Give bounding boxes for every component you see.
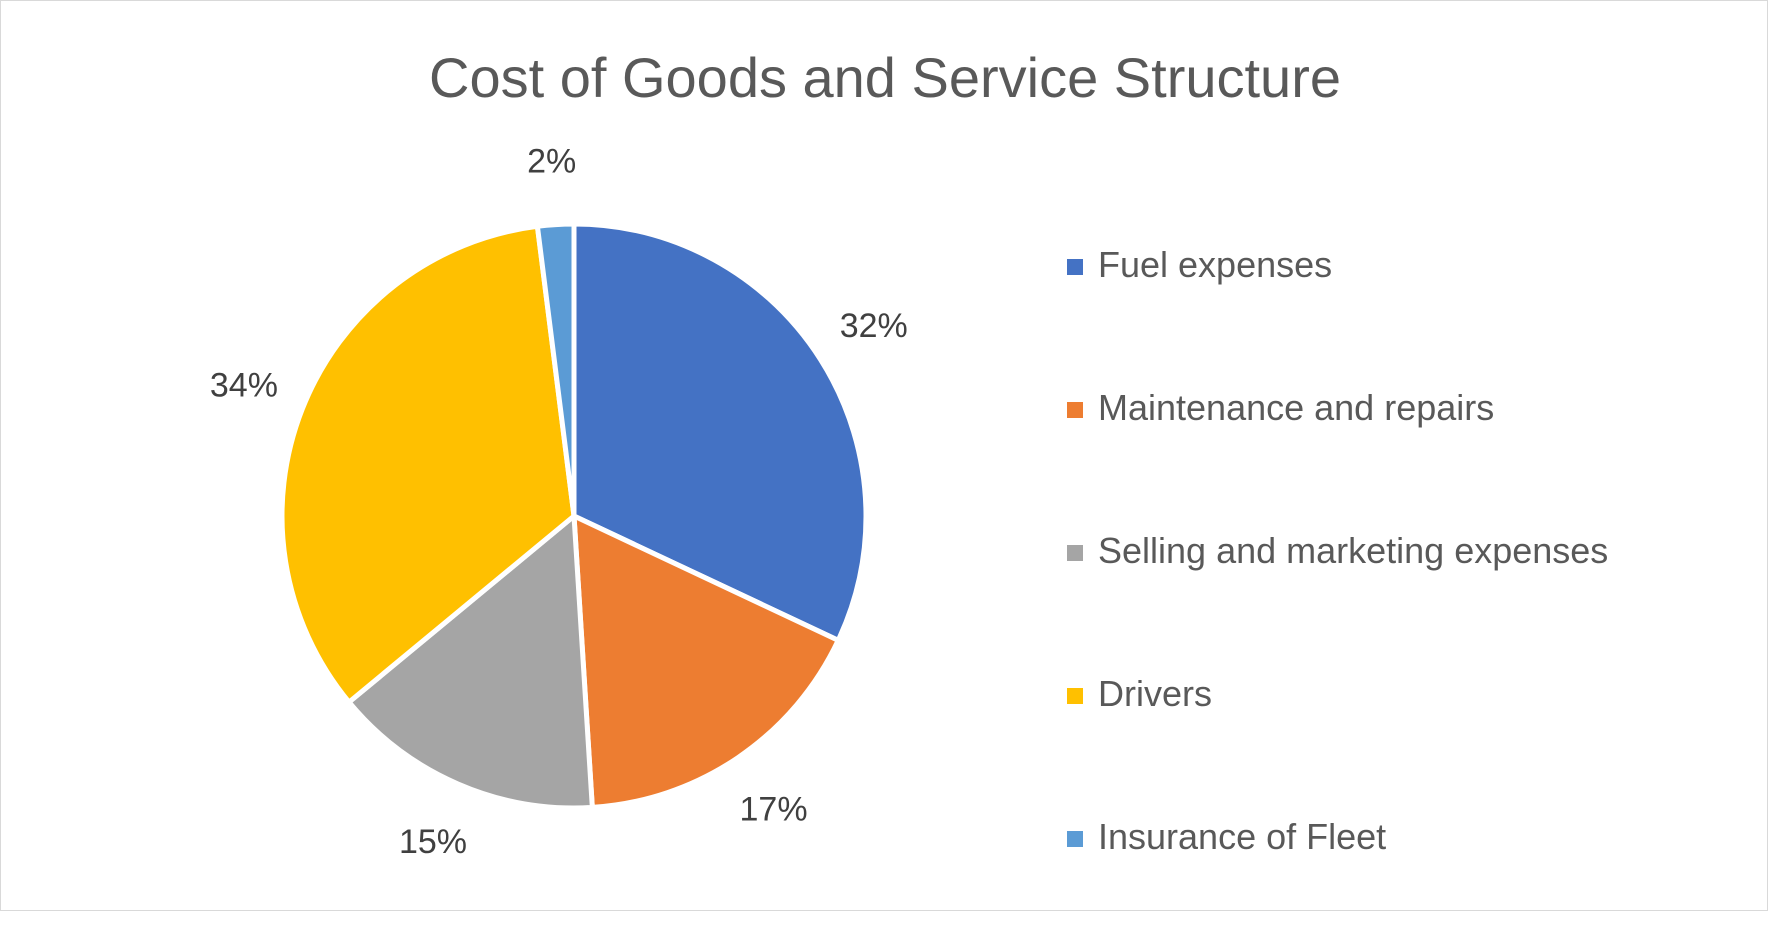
pie-slice-maintenance-and-repairs: [571, 513, 841, 810]
legend-label: Maintenance and repairs: [1098, 387, 1495, 428]
data-label-maintenance-and-repairs: 17%: [740, 791, 808, 829]
legend-swatch: [1067, 545, 1083, 561]
chart-title: Cost of Goods and Service Structure: [429, 46, 1341, 109]
pie-slices: [279, 221, 869, 811]
pie-slice-selling-and-marketing-expenses: [346, 513, 595, 811]
data-label-drivers: 34%: [210, 366, 278, 404]
chart-area: Cost of Goods and Service Structure 32% 1…: [0, 0, 1768, 911]
pie-chart: 32% 17% 15% 34% 2%: [210, 143, 908, 861]
data-label-insurance-of-fleet: 2%: [527, 143, 576, 181]
pie-slice-fuel-expenses: [571, 221, 869, 643]
legend-swatch: [1067, 402, 1083, 418]
legend-label: Insurance of Fleet: [1098, 816, 1387, 857]
data-label-selling-and-marketing-expenses: 15%: [399, 823, 467, 861]
legend-swatch: [1067, 831, 1083, 847]
legend-label: Drivers: [1098, 673, 1212, 714]
pie-slice-drivers: [279, 223, 577, 705]
pie-data-labels: 32% 17% 15% 34% 2%: [210, 143, 908, 861]
legend-label: Fuel expenses: [1098, 244, 1333, 285]
legend-swatch: [1067, 259, 1083, 275]
legend-swatch: [1067, 688, 1083, 704]
legend-label: Selling and marketing expenses: [1098, 530, 1609, 571]
pie-slice-insurance-of-fleet: [534, 221, 577, 519]
data-label-fuel-expenses: 32%: [840, 307, 908, 345]
